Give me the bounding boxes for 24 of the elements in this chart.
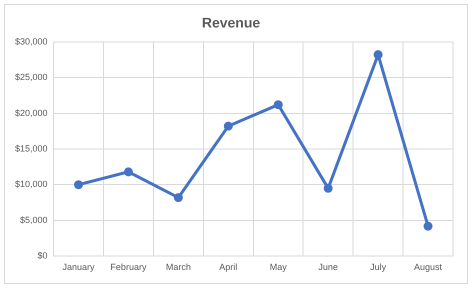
point [124, 167, 133, 176]
point [274, 100, 283, 110]
point [224, 122, 233, 131]
y-tick-label: $15,000 [14, 143, 48, 154]
y-tick-label: $0 [38, 250, 48, 261]
point [174, 193, 183, 202]
point [424, 222, 433, 231]
y-tick-label: $25,000 [14, 72, 48, 82]
x-tick-label: April [219, 262, 238, 272]
chart-title: Revenue [202, 14, 260, 30]
point [74, 180, 83, 190]
point [374, 50, 383, 60]
y-tick-label: $5,000 [20, 214, 48, 225]
x-tick-label: August [414, 262, 443, 272]
x-tick-label: January [62, 262, 95, 272]
x-tick-label: June [318, 262, 338, 272]
x-tick-label: July [370, 262, 387, 272]
y-tick-label: $20,000 [14, 108, 48, 118]
y-tick-label: $10,000 [14, 179, 48, 190]
x-tick-label: March [166, 262, 191, 272]
x-tick-label: May [270, 262, 288, 272]
y-tick-label: $30,000 [14, 36, 48, 46]
x-tick-label: February [110, 262, 147, 272]
point [324, 184, 333, 193]
